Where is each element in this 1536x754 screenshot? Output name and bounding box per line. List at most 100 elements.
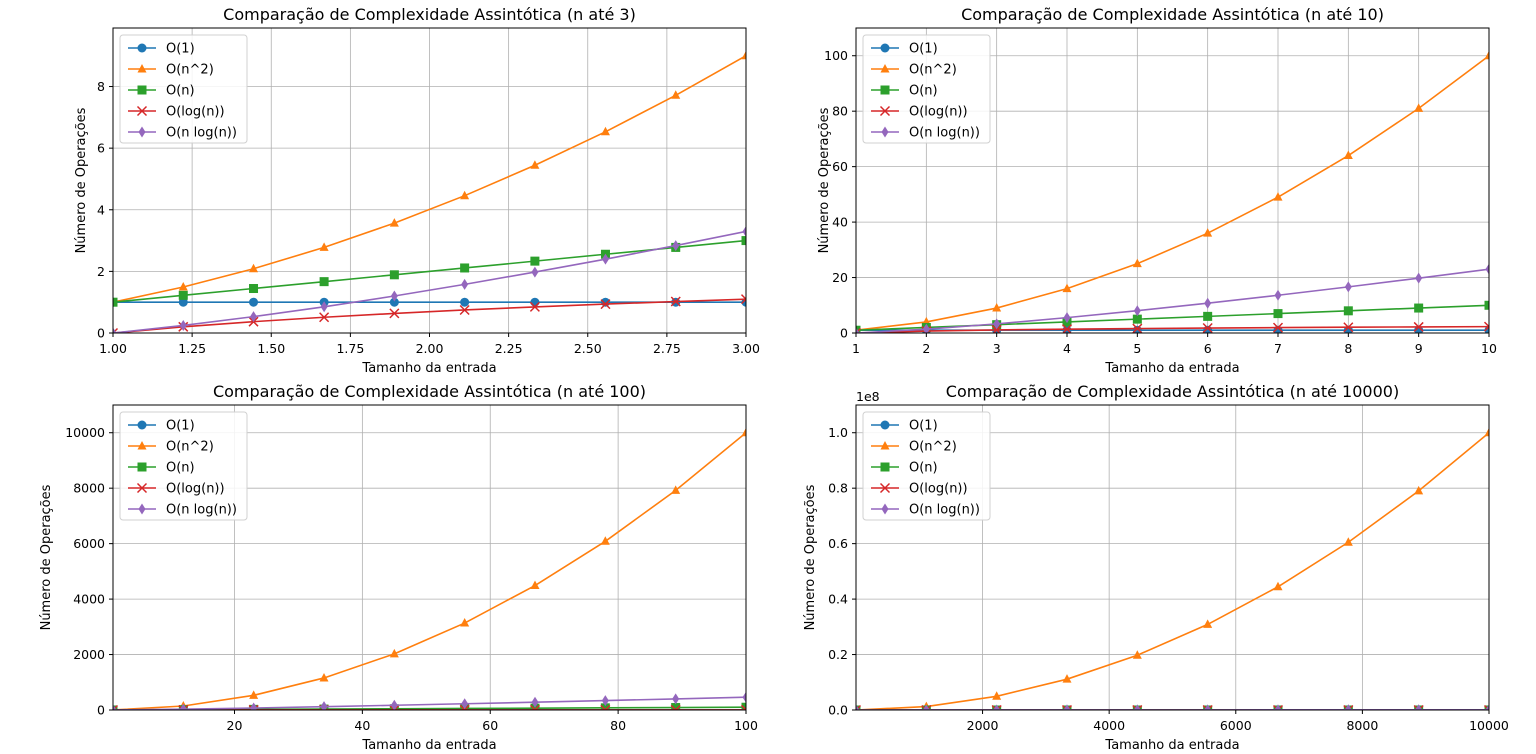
data-point (1343, 150, 1353, 160)
data-point (1484, 300, 1489, 310)
legend-box (862, 34, 991, 144)
data-point (529, 301, 540, 312)
data-point (1415, 272, 1423, 284)
data-point (600, 297, 610, 307)
axes-frame (855, 27, 1490, 334)
legend-item: O(n^2) (128, 440, 214, 455)
data-point (600, 299, 611, 310)
data-point (741, 427, 746, 437)
data-point (113, 297, 118, 307)
y-tick-label: 0.4 (828, 592, 848, 607)
data-point (1272, 704, 1284, 710)
data-point (601, 253, 609, 265)
data-point (461, 698, 469, 710)
data-point (601, 695, 609, 707)
data-point (389, 648, 399, 658)
data-point (600, 703, 610, 710)
x-tick-label: 5 (1133, 341, 1141, 356)
legend-item: O(log(n)) (128, 105, 225, 120)
data-point (1204, 704, 1212, 710)
chart-panel-n3: 1.00 1.25 1.50 1.75 2.00 2.25 2.50 2.75 3.00 0 2 4 6… (74, 5, 760, 376)
legend-marker (137, 64, 147, 73)
data-point (178, 297, 188, 307)
x-tick-label: 1.00 (99, 341, 127, 356)
data-point (389, 308, 400, 319)
legend-box (119, 411, 248, 521)
data-point (319, 312, 330, 323)
x-tick-label: 80 (610, 718, 626, 733)
data-point (856, 327, 860, 333)
axes-frame (112, 404, 747, 711)
legend-label: O(n log(n)) (166, 126, 237, 141)
legend-item: O(n^2) (871, 63, 957, 78)
legend-label: O(n log(n)) (909, 126, 980, 141)
data-point (1202, 323, 1213, 333)
legend-item: O(n log(n)) (871, 503, 980, 518)
legend-label: O(n) (166, 84, 195, 99)
series-line-O(n) (113, 239, 746, 303)
y-tick-label: 60 (832, 159, 848, 174)
data-point (1132, 323, 1143, 333)
y-tick-label: 0 (97, 703, 105, 718)
x-tick-label: 1 (852, 341, 860, 356)
x-tick-label: 2 (922, 341, 930, 356)
data-point (1203, 619, 1213, 628)
data-point (1273, 581, 1283, 591)
chart-title: Comparação de Complexidade Assintótica (… (961, 5, 1384, 24)
y-tick-label: 4000 (73, 592, 105, 607)
data-point (1203, 228, 1213, 237)
x-tick-label: 9 (1415, 341, 1423, 356)
data-point (320, 301, 328, 313)
legend-item: O(log(n)) (871, 105, 968, 120)
series-line-O(log(n)) (856, 325, 1489, 333)
x-tick-label: 60 (482, 718, 498, 733)
series-line-O(n log(n)) (856, 268, 1489, 333)
x-tick-label: 3.00 (732, 341, 760, 356)
data-point (1415, 704, 1423, 710)
legend-item: O(1) (871, 42, 938, 57)
data-point (992, 303, 1002, 312)
data-point (922, 704, 930, 710)
data-point (389, 297, 399, 307)
legend-label: O(n) (166, 461, 195, 476)
data-point (1485, 704, 1489, 710)
data-point (461, 278, 469, 290)
y-tick-label: 0.0 (828, 703, 848, 718)
series-line-O(n log(n)) (113, 696, 746, 710)
series-line-O(n^2) (856, 432, 1489, 710)
data-point (320, 701, 328, 710)
legend-label: O(n^2) (166, 63, 214, 78)
data-point (249, 297, 259, 307)
legend-marker (879, 105, 891, 117)
legend-marker (881, 126, 889, 138)
chart-panel-n10000: 2000 4000 6000 8000 10000 0.0 0.2 0.4 0.6 0.8 1.0 C… (803, 382, 1509, 753)
legend-label: O(log(n)) (909, 482, 968, 497)
legend-item: O(n) (871, 461, 938, 476)
data-point (670, 296, 681, 307)
chart-panel-n100: 20 40 60 80 100 0 2000 4000 6000 8000 10000 Compara… (39, 382, 758, 753)
x-tick-label: 4000 (1093, 718, 1125, 733)
series-line-O(n^2) (113, 432, 746, 710)
legend-item: O(log(n)) (871, 482, 968, 497)
data-point (1063, 312, 1071, 324)
y-tick-label: 80 (832, 104, 848, 119)
data-point (1343, 306, 1353, 316)
x-tick-label: 2.75 (653, 341, 681, 356)
chart-title: Comparação de Complexidade Assintótica (… (213, 382, 646, 401)
data-point (459, 304, 470, 316)
series-line-O(n^2) (113, 55, 746, 303)
y-tick-label: 8000 (73, 481, 105, 496)
y-tick-label: 0 (97, 326, 105, 341)
data-point (1485, 263, 1489, 275)
data-point (460, 263, 470, 273)
legend-marker (880, 420, 890, 430)
data-point (740, 294, 746, 305)
data-point (1344, 281, 1352, 293)
legend-item: O(log(n)) (128, 482, 225, 497)
x-tick-label: 1.50 (257, 341, 285, 356)
data-point (1484, 50, 1489, 60)
legend-label: O(1) (166, 419, 195, 434)
data-point (1132, 258, 1142, 268)
data-point (250, 702, 258, 710)
x-tick-label: 100 (734, 718, 758, 733)
